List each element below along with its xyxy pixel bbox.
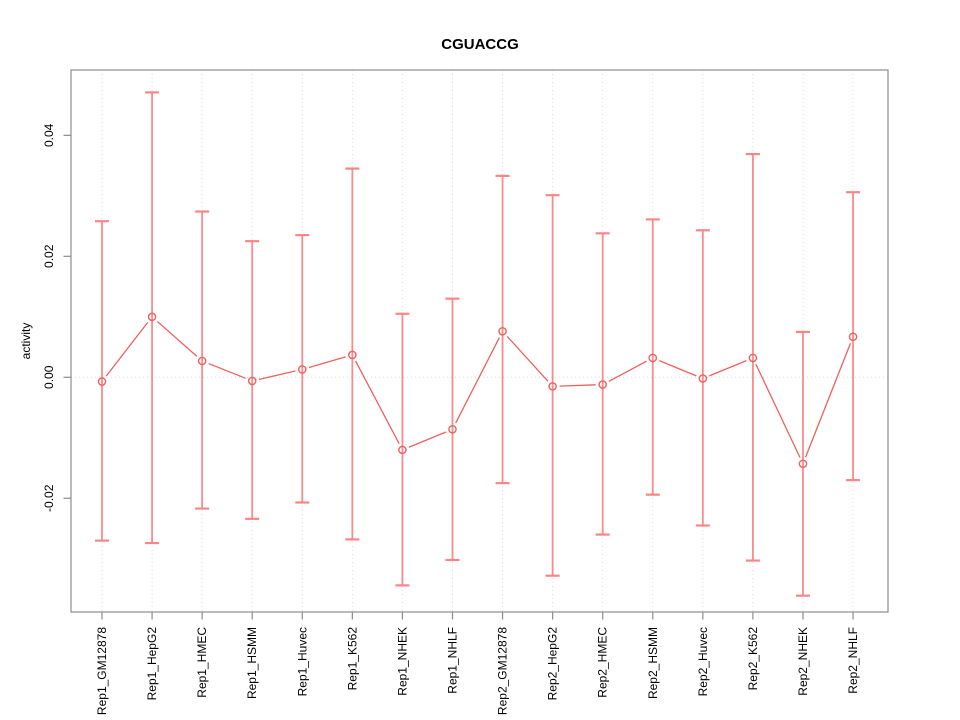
x-tick-label: Rep1_Huvec bbox=[295, 627, 309, 696]
data-point bbox=[648, 353, 658, 363]
y-tick-label: -0.02 bbox=[42, 484, 56, 512]
y-tick-label: 0.04 bbox=[42, 123, 56, 147]
series-segment bbox=[709, 359, 747, 377]
x-tick-label: Rep2_NHEK bbox=[796, 627, 810, 696]
y-tick-label: 0.02 bbox=[42, 244, 56, 268]
x-tick-label: Rep1_NHEK bbox=[395, 627, 409, 696]
x-tick-label: Rep2_K562 bbox=[746, 627, 760, 691]
series-segment bbox=[258, 370, 296, 380]
data-point bbox=[548, 382, 557, 391]
y-tick-label: 0.00 bbox=[42, 365, 56, 389]
series-segment bbox=[408, 431, 447, 448]
data-point bbox=[448, 425, 457, 434]
data-point bbox=[798, 459, 808, 469]
data-point bbox=[247, 376, 257, 386]
data-points bbox=[97, 312, 858, 469]
plot-border bbox=[70, 69, 889, 613]
x-axis: Rep1_GM12878 Rep1_HepG2 Rep1_HMEC Rep1_HSMM… bbox=[95, 612, 860, 715]
x-tick-label: Rep1_HMEC bbox=[195, 627, 209, 698]
series-segment bbox=[355, 360, 400, 444]
data-point bbox=[147, 312, 157, 322]
series-segment bbox=[608, 360, 647, 382]
data-point bbox=[748, 353, 758, 363]
x-tick-label: Rep1_HepG2 bbox=[145, 627, 159, 701]
series-segment bbox=[506, 336, 549, 382]
plot-box bbox=[70, 69, 889, 613]
series-segment bbox=[755, 363, 801, 458]
series-line bbox=[105, 320, 852, 458]
x-tick-label: Rep2_GM12878 bbox=[496, 627, 510, 715]
data-point bbox=[97, 377, 107, 386]
data-point bbox=[197, 356, 207, 366]
series-segment bbox=[455, 337, 500, 424]
x-tick-label: Rep2_HSMM bbox=[646, 627, 660, 699]
x-tick-label: Rep1_NHLF bbox=[445, 627, 459, 694]
series-segment bbox=[308, 356, 346, 369]
data-point bbox=[848, 332, 858, 342]
data-point bbox=[598, 380, 608, 389]
x-tick-label: Rep2_NHLF bbox=[846, 627, 860, 694]
series-segment bbox=[105, 321, 149, 377]
y-axis: -0.02 0.00 0.02 0.04 bbox=[42, 123, 71, 512]
x-tick-label: Rep2_Huvec bbox=[696, 627, 710, 696]
data-point bbox=[398, 445, 407, 455]
series-segment bbox=[658, 359, 697, 377]
series-segment bbox=[804, 343, 852, 458]
x-tick-label: Rep2_HepG2 bbox=[546, 627, 560, 701]
x-tick-label: Rep2_HMEC bbox=[596, 627, 610, 698]
chart-title: CGUACCG bbox=[441, 36, 519, 53]
x-tick-label: Rep1_K562 bbox=[345, 627, 359, 691]
series-segment bbox=[559, 384, 596, 387]
error-bars bbox=[95, 91, 861, 597]
x-tick-label: Rep1_GM12878 bbox=[95, 627, 109, 715]
series-segment bbox=[208, 362, 246, 379]
gridlines bbox=[71, 70, 888, 612]
data-point bbox=[698, 374, 708, 383]
x-tick-label: Rep1_HSMM bbox=[245, 627, 259, 699]
y-axis-label: activity bbox=[19, 323, 33, 360]
data-point bbox=[297, 365, 307, 374]
series-segment bbox=[156, 320, 198, 357]
data-point bbox=[348, 350, 357, 360]
data-point bbox=[498, 327, 507, 336]
